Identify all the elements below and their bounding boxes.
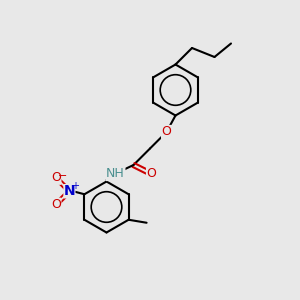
Text: O: O [51, 198, 61, 211]
Text: N: N [64, 184, 75, 198]
Text: −: − [58, 171, 67, 181]
Text: +: + [71, 181, 79, 191]
Text: O: O [162, 125, 171, 139]
Text: NH: NH [106, 167, 125, 181]
Text: O: O [147, 167, 156, 181]
Text: O: O [51, 171, 61, 184]
